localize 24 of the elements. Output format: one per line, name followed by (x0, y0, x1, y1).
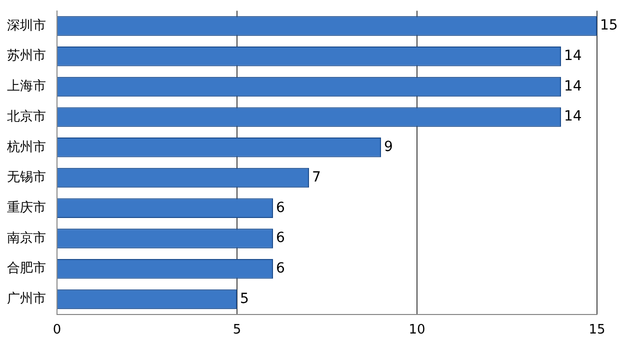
data-label: 15 (600, 18, 618, 34)
x-tick-label: 15 (588, 322, 606, 338)
data-label: 7 (312, 169, 321, 186)
y-tick-label: 广州市 (7, 292, 46, 307)
y-tick-label: 上海市 (7, 79, 46, 94)
data-label: 6 (276, 260, 285, 276)
x-tick-label: 0 (52, 322, 62, 338)
y-tick-label: 重庆市 (7, 200, 46, 216)
data-label: 14 (564, 48, 582, 64)
y-tick-label: 深圳市 (7, 18, 46, 34)
data-label: 6 (276, 200, 285, 216)
data-label: 5 (240, 290, 249, 307)
y-tick-label: 杭州市 (6, 140, 46, 155)
y-tick-label: 北京市 (7, 109, 46, 124)
y-tick-label: 合肥市 (7, 261, 46, 276)
y-tick-label: 南京市 (7, 230, 46, 246)
x-tick-label: 10 (408, 322, 426, 338)
data-label: 9 (384, 139, 393, 156)
data-label: 6 (276, 230, 285, 246)
data-label: 14 (564, 78, 582, 94)
y-tick-label: 无锡市 (7, 170, 46, 186)
x-tick-label: 5 (232, 322, 242, 338)
y-tick-label: 苏州市 (7, 48, 46, 64)
data-label: 14 (564, 108, 582, 125)
